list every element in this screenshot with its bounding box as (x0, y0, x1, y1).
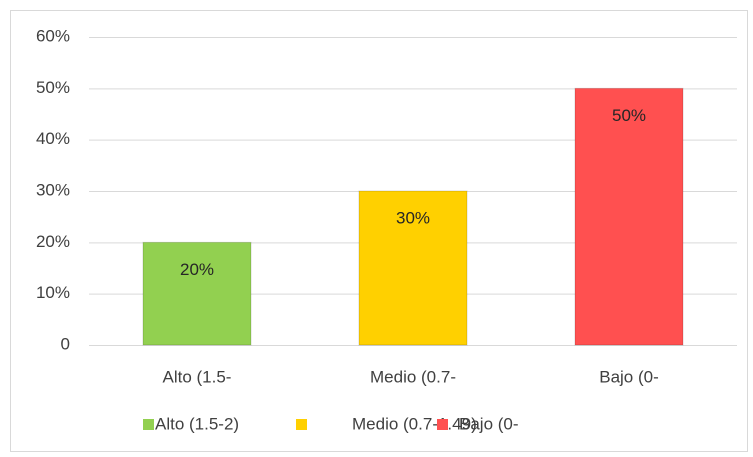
y-tick-label: 60% (36, 26, 70, 45)
y-tick-label: 40% (36, 129, 70, 148)
bar (142, 241, 252, 346)
legend-label: Bajo (0- (459, 414, 519, 433)
bar (574, 87, 684, 346)
legend-marker (437, 419, 448, 430)
legend-marker (143, 419, 154, 430)
data-label: 20% (180, 260, 214, 279)
y-tick-label: 20% (36, 232, 70, 251)
x-tick-label: Alto (1.5- (163, 367, 232, 386)
y-tick-label: 10% (36, 283, 70, 302)
legend-marker (296, 419, 307, 430)
y-tick-label: 0 (61, 334, 70, 353)
data-label: 50% (612, 106, 646, 125)
data-label: 30% (396, 208, 430, 227)
y-tick-label: 30% (36, 180, 70, 199)
x-tick-label: Bajo (0- (599, 367, 659, 386)
bar (358, 190, 468, 346)
x-tick-label: Medio (0.7- (370, 367, 456, 386)
y-tick-label: 50% (36, 78, 70, 97)
legend-label: Alto (1.5-2) (155, 414, 239, 433)
